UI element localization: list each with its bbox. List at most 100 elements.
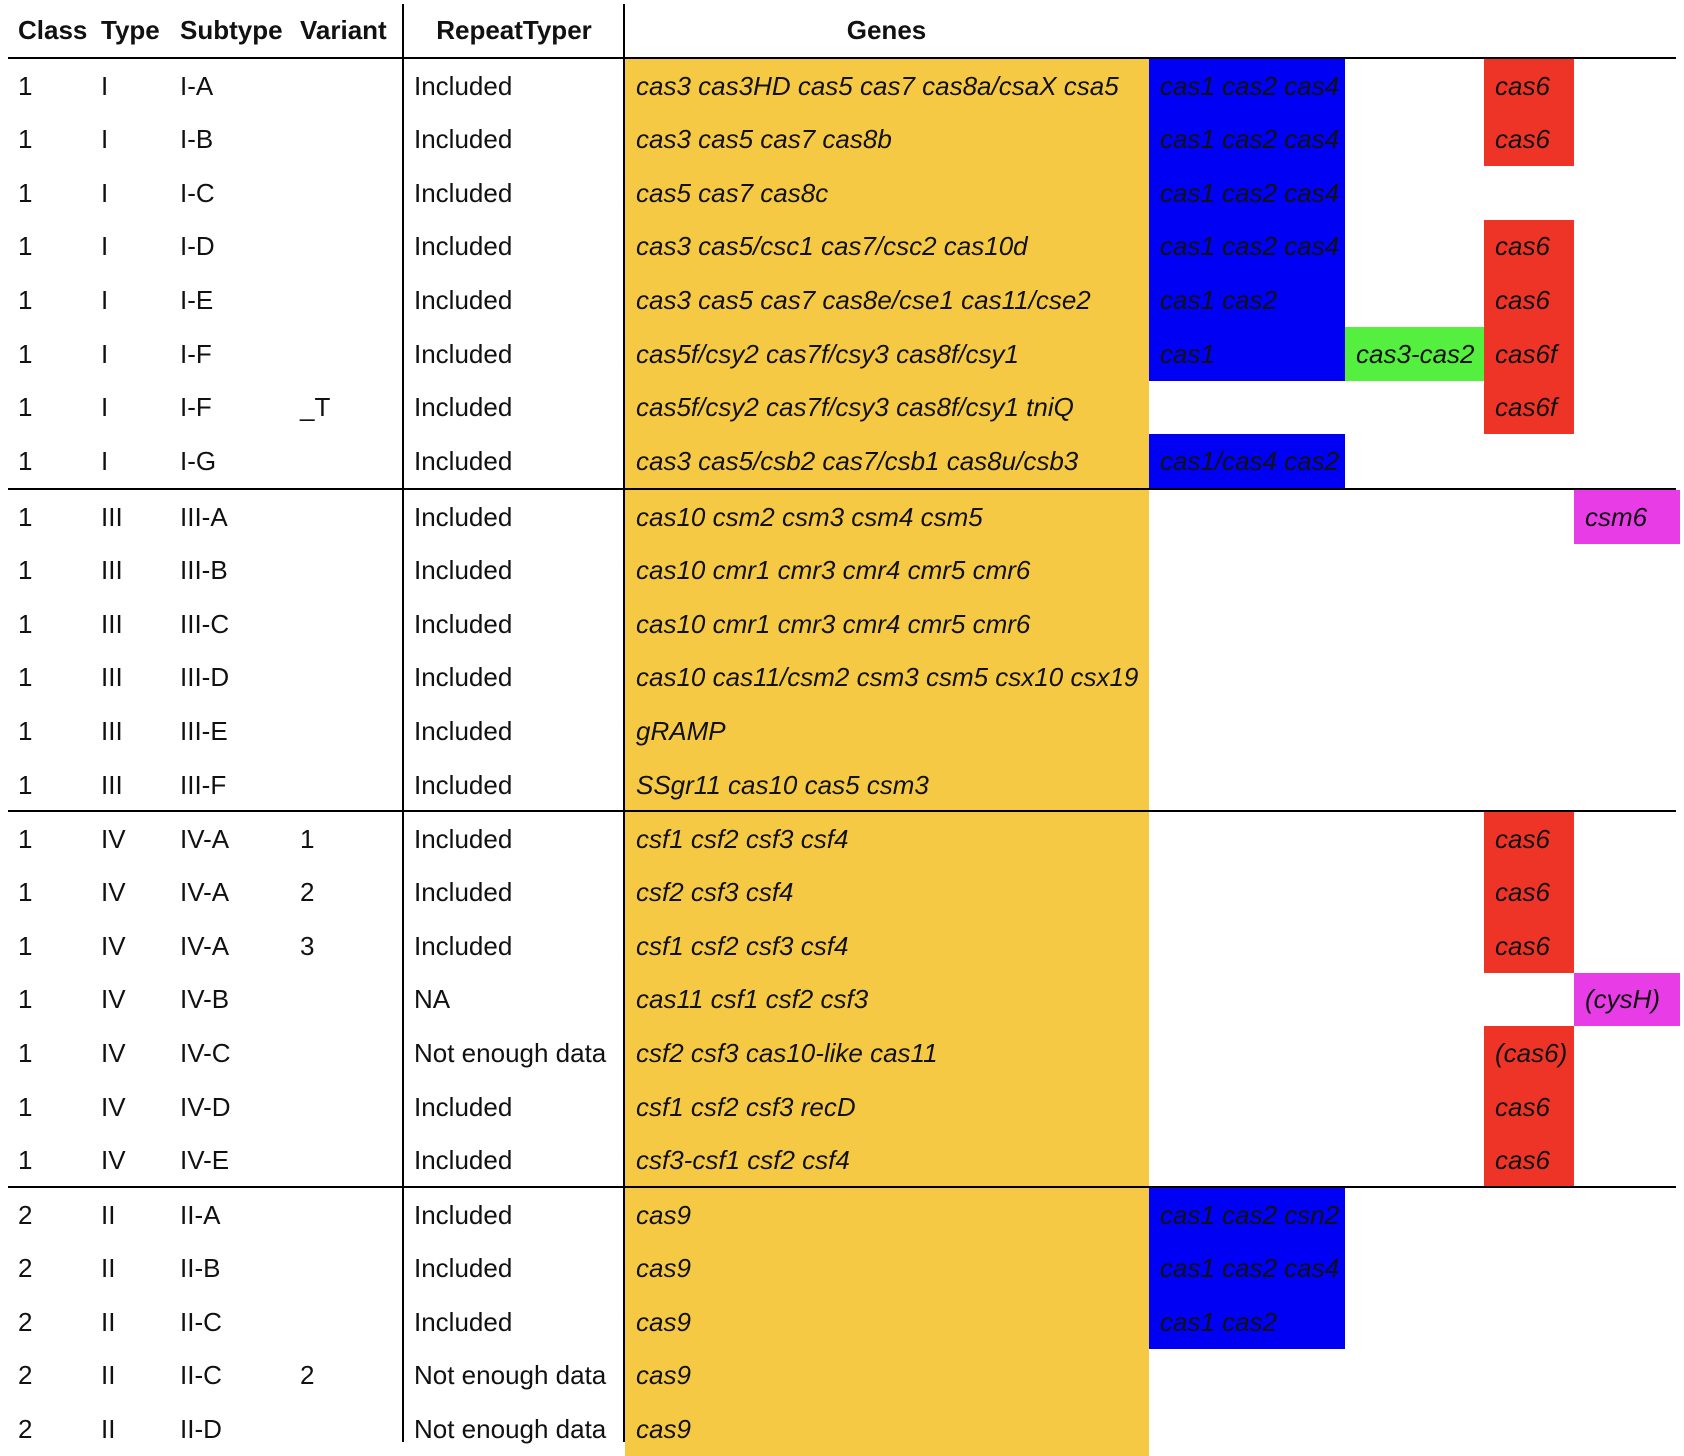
cell-type: II (101, 1200, 116, 1230)
gene-cell-accessory: csm6 (1574, 490, 1680, 544)
cell-type: IV (101, 1092, 126, 1122)
cell-class: 1 (18, 984, 33, 1014)
cell-repeat-typer: Included (414, 1253, 513, 1283)
cell-type: IV (101, 1038, 126, 1068)
cell-subtype: IV-B (180, 984, 230, 1014)
gene-cell-cas6: cas6 (1484, 812, 1574, 866)
cell-subtype: I-B (180, 124, 214, 154)
gene-cell-cas6: cas6 (1484, 1080, 1574, 1134)
cell-subtype: I-F (180, 392, 212, 422)
gene-cell-core: cas3 cas3HD cas5 cas7 cas8a/csaX csa5 (625, 59, 1149, 113)
gene-cell-core: SSgr11 cas10 cas5 csm3 (625, 758, 1149, 812)
gene-cell-core: csf3-csf1 csf2 csf4 (625, 1134, 1149, 1187)
gene-cell-core: cas9 (625, 1188, 1149, 1242)
cell-class: 1 (18, 231, 33, 261)
header-repeat-typer: RepeatTyper (436, 15, 592, 45)
cell-repeat-typer: Included (414, 446, 513, 476)
cell-repeat-typer: Included (414, 231, 513, 261)
header-class: Class (18, 15, 88, 45)
cell-class: 1 (18, 392, 33, 422)
cell-subtype: IV-C (180, 1038, 231, 1068)
cell-class: 1 (18, 124, 33, 154)
cell-type: I (101, 446, 109, 476)
cell-subtype: I-E (180, 285, 214, 315)
cell-class: 1 (18, 716, 33, 746)
gene-cell-core: csf2 csf3 csf4 (625, 866, 1149, 919)
gene-cell-adaptation: cas1 cas2 csn2 (1149, 1188, 1345, 1242)
cell-type: III (101, 716, 123, 746)
cell-type: IV (101, 824, 126, 854)
cell-repeat-typer: Included (414, 824, 513, 854)
gene-cell-adaptation: cas1 cas2 cas4 (1149, 166, 1345, 220)
cell-repeat-typer: Included (414, 716, 513, 746)
cell-type: I (101, 231, 109, 261)
cell-repeat-typer: Included (414, 502, 513, 532)
cell-repeat-typer: Included (414, 285, 513, 315)
gene-cell-adaptation: cas1 cas2 cas4 (1149, 59, 1345, 113)
cell-subtype: I-C (180, 178, 215, 208)
cell-class: 1 (18, 1038, 33, 1068)
cell-type: II (101, 1307, 116, 1337)
cell-repeat-typer: Not enough data (414, 1360, 607, 1390)
cell-type: I (101, 339, 109, 369)
cell-subtype: III-B (180, 555, 228, 585)
cell-variant: 2 (300, 1360, 315, 1390)
gene-cell-core: cas5f/csy2 cas7f/csy3 cas8f/csy1 tniQ (625, 381, 1149, 434)
gene-cell-core: csf1 csf2 csf3 recD (625, 1080, 1149, 1134)
gene-cell-core: cas9 (625, 1242, 1149, 1295)
cell-repeat-typer: Included (414, 770, 513, 800)
gene-cell-cas6: cas6 (1484, 113, 1574, 166)
cell-variant: 2 (300, 877, 315, 907)
cell-type: IV (101, 931, 126, 961)
cell-class: 1 (18, 877, 33, 907)
gene-cell-cas6: cas6 (1484, 866, 1574, 919)
gene-cell-adaptation: cas1 cas2 (1149, 273, 1345, 327)
gene-cell-cas6: (cas6) (1484, 1026, 1574, 1080)
cell-class: 1 (18, 1092, 33, 1122)
cell-type: I (101, 285, 109, 315)
cell-repeat-typer: Included (414, 1200, 513, 1230)
gene-cell-core: cas11 csf1 csf2 csf3 (625, 973, 1149, 1026)
cell-subtype: III-C (180, 609, 230, 639)
cell-repeat-typer: Included (414, 392, 513, 422)
cell-subtype: II-D (180, 1414, 222, 1444)
header-type: Type (101, 15, 160, 45)
cell-repeat-typer: Included (414, 1145, 513, 1175)
cell-type: III (101, 770, 123, 800)
gene-cell-core: cas10 cas11/csm2 csm3 csm5 csx10 csx19 (625, 651, 1149, 704)
cell-type: IV (101, 877, 126, 907)
gene-cell-core: csf1 csf2 csf3 csf4 (625, 812, 1149, 866)
group-divider-type-iv (8, 810, 1676, 812)
cell-repeat-typer: Included (414, 662, 513, 692)
cell-class: 1 (18, 285, 33, 315)
gene-cell-fusion: cas3-cas2 (1345, 327, 1484, 381)
cell-repeat-typer: Included (414, 124, 513, 154)
cell-class: 2 (18, 1253, 33, 1283)
cell-repeat-typer: Included (414, 1092, 513, 1122)
cell-class: 1 (18, 1145, 33, 1175)
cell-class: 2 (18, 1200, 33, 1230)
cell-repeat-typer: Included (414, 71, 513, 101)
cell-subtype: I-F (180, 339, 212, 369)
gene-cell-cas6: cas6 (1484, 220, 1574, 273)
gene-cell-core: gRAMP (625, 704, 1149, 758)
gene-cell-cas6: cas6f (1484, 381, 1574, 434)
gene-cell-core: cas10 cmr1 cmr3 cmr4 cmr5 cmr6 (625, 597, 1149, 651)
header-subtype: Subtype (180, 15, 283, 45)
gene-cell-core: cas3 cas5/csb2 cas7/csb1 cas8u/csb3 (625, 434, 1149, 488)
cell-type: III (101, 555, 123, 585)
gene-cell-core: csf1 csf2 csf3 csf4 (625, 919, 1149, 973)
gene-cell-adaptation: cas1 cas2 (1149, 1295, 1345, 1349)
cell-class: 1 (18, 770, 33, 800)
cell-class: 1 (18, 178, 33, 208)
cell-class: 2 (18, 1414, 33, 1444)
cell-type: II (101, 1414, 116, 1444)
cell-subtype: III-D (180, 662, 230, 692)
cell-subtype: III-E (180, 716, 228, 746)
cell-subtype: IV-A (180, 877, 230, 907)
cell-repeat-typer: Included (414, 609, 513, 639)
cell-repeat-typer: NA (414, 984, 451, 1014)
gene-cell-core: cas3 cas5/csc1 cas7/csc2 cas10d (625, 220, 1149, 273)
gene-cell-core: cas3 cas5 cas7 cas8e/cse1 cas11/cse2 (625, 273, 1149, 327)
